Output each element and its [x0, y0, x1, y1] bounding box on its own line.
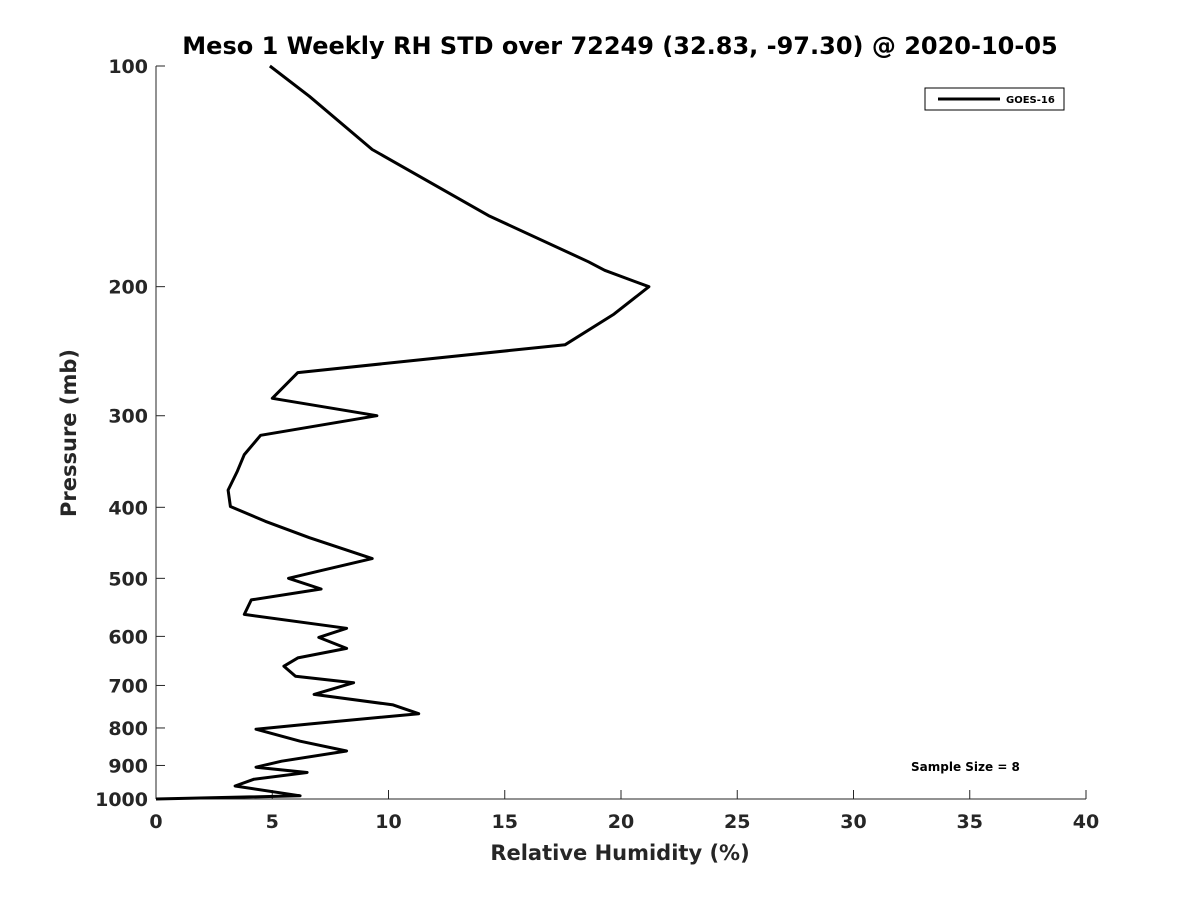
x-tick-label: 0 [149, 811, 162, 833]
x-tick-label: 35 [957, 811, 983, 833]
y-tick-label: 300 [108, 406, 148, 428]
legend: GOES-16 [924, 87, 1065, 111]
series-line-goes16 [155, 64, 651, 801]
axes [155, 66, 1086, 800]
y-tick-label: 200 [108, 277, 148, 299]
chart-title: Meso 1 Weekly RH STD over 72249 (32.83, … [182, 32, 1057, 60]
x-tick-label: 25 [724, 811, 750, 833]
y-tick-label: 400 [108, 497, 148, 519]
y-tick-label: 600 [108, 626, 148, 648]
x-axis-label: Relative Humidity (%) [490, 841, 749, 865]
y-tick-label: 900 [108, 755, 148, 777]
x-tick-label: 5 [266, 811, 279, 833]
y-axis-label: Pressure (mb) [57, 349, 81, 517]
y-tick-label: 1000 [95, 789, 148, 811]
y-tick-label: 100 [108, 56, 148, 78]
x-tick-label: 40 [1073, 811, 1099, 833]
x-tick-label: 10 [375, 811, 401, 833]
y-tick-label: 800 [108, 718, 148, 740]
x-tick-label: 20 [608, 811, 634, 833]
x-tick-label: 30 [840, 811, 866, 833]
sample-size-annotation: Sample Size = 8 [911, 760, 1020, 774]
y-tick-label: 700 [108, 675, 148, 697]
y-ticks: 100 200 300 400 500 600 700 800 900 1000 [95, 56, 165, 811]
x-tick-label: 15 [492, 811, 518, 833]
x-ticks: 0 5 10 15 20 25 30 35 40 [149, 790, 1099, 833]
y-tick-label: 500 [108, 568, 148, 590]
legend-label-goes16: GOES-16 [1006, 95, 1055, 106]
